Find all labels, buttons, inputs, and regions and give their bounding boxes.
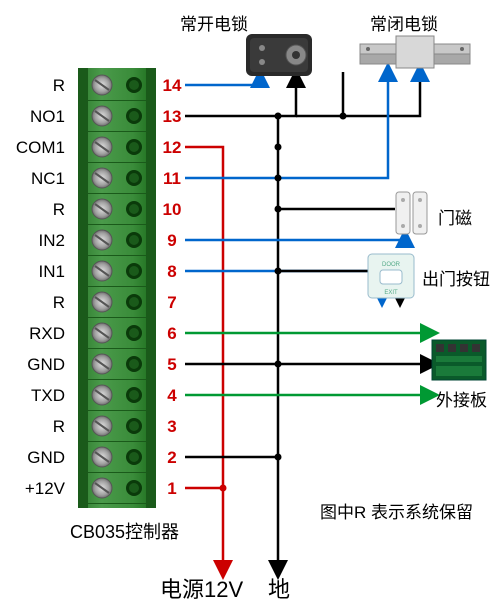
pin-12-label: COM1	[10, 138, 65, 158]
wires	[185, 72, 430, 570]
pin-7-num: 7	[158, 293, 186, 313]
pin-9-num: 9	[158, 231, 186, 251]
pin-4-label: TXD	[10, 386, 65, 406]
pin-8-num: 8	[158, 262, 186, 282]
door-sensor-device	[396, 192, 427, 234]
pin-12-num: 12	[158, 138, 186, 158]
pin-5-label: GND	[10, 355, 65, 375]
pin-4-num: 4	[158, 386, 186, 406]
pin-1-num: 1	[158, 479, 186, 499]
pin-5-num: 5	[158, 355, 186, 375]
pin-11-label: NC1	[10, 169, 65, 189]
power-gnd-label: 地	[268, 572, 290, 604]
pin-2-label: GND	[10, 448, 65, 468]
pin-10-label: R	[10, 200, 65, 220]
pin-13-label: NO1	[10, 107, 65, 127]
pin-7-label: R	[10, 293, 65, 313]
pin-2-num: 2	[158, 448, 186, 468]
door-sensor-label: 门磁	[438, 204, 472, 229]
exit-button-device: DOOR EXIT	[368, 254, 414, 298]
lock-nc-device	[360, 36, 470, 68]
ext-board-device	[432, 340, 486, 380]
exit-button-label: 出门按钮	[422, 265, 490, 290]
pin-11-num: 11	[158, 169, 186, 189]
pin-14-label: R	[10, 76, 65, 96]
pin-6-num: 6	[158, 324, 186, 344]
lock-nc-label: 常闭电锁	[370, 10, 438, 35]
controller-label: CB035控制器	[70, 518, 179, 544]
pin-3-label: R	[10, 417, 65, 437]
r-note-label: 图中R 表示系统保留	[320, 498, 473, 523]
pin-6-label: RXD	[10, 324, 65, 344]
pin-14-num: 14	[158, 76, 186, 96]
pin-8-label: IN1	[10, 262, 65, 282]
svg-text:EXIT: EXIT	[384, 290, 398, 296]
pin-1-label: +12V	[10, 479, 65, 499]
svg-text:DOOR: DOOR	[382, 262, 401, 268]
pin-13-num: 13	[158, 107, 186, 127]
pin-3-num: 3	[158, 417, 186, 437]
pin-9-label: IN2	[10, 231, 65, 251]
ext-board-label: 外接板	[436, 386, 487, 411]
lock-no-label: 常开电锁	[180, 10, 248, 35]
lock-no-device	[246, 34, 312, 76]
power-12v-label: 电源12V	[160, 572, 243, 604]
pin-10-num: 10	[158, 200, 186, 220]
